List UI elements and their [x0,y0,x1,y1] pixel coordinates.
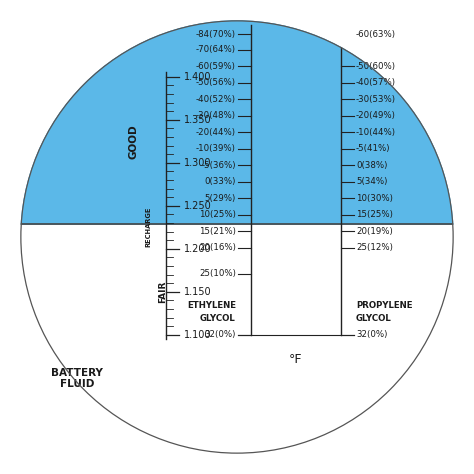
Text: -40(57%): -40(57%) [356,78,396,87]
Text: -60(59%): -60(59%) [196,62,236,71]
Text: 10(30%): 10(30%) [356,193,393,202]
Text: 1.100: 1.100 [184,330,211,340]
Text: RECHARGE: RECHARGE [146,207,152,247]
Text: -40(52%): -40(52%) [196,95,236,104]
Polygon shape [21,20,453,224]
Text: 5(29%): 5(29%) [205,193,236,202]
Text: -30(53%): -30(53%) [356,95,396,104]
Text: -10(39%): -10(39%) [196,144,236,153]
Text: 5(34%): 5(34%) [356,177,387,186]
Text: -5(36%): -5(36%) [201,161,236,170]
Text: 15(25%): 15(25%) [356,210,393,219]
Text: 1.400: 1.400 [184,72,211,82]
Text: -50(60%): -50(60%) [356,62,396,71]
Text: 1.250: 1.250 [184,201,212,211]
Text: BATTERY
FLUID: BATTERY FLUID [51,367,103,389]
Text: 25(12%): 25(12%) [356,243,393,252]
Text: -50(56%): -50(56%) [196,78,236,87]
Text: -84(70%): -84(70%) [196,30,236,39]
Text: 20(16%): 20(16%) [199,243,236,252]
Text: 1.350: 1.350 [184,115,211,125]
Text: ETHYLENE: ETHYLENE [187,301,236,310]
Text: 1.200: 1.200 [184,244,211,254]
Text: -30(48%): -30(48%) [196,111,236,120]
Text: -5(41%): -5(41%) [356,144,391,153]
Text: -70(64%): -70(64%) [196,45,236,54]
Text: FAIR: FAIR [158,281,167,303]
Text: -60(63%): -60(63%) [356,30,396,39]
Text: 0(38%): 0(38%) [356,161,387,170]
Text: 10(25%): 10(25%) [199,210,236,219]
Text: -20(49%): -20(49%) [356,111,396,120]
Text: 32(0%): 32(0%) [356,330,387,339]
Text: GLYCOL: GLYCOL [200,314,236,323]
Text: 1.150: 1.150 [184,287,211,297]
Text: 20(19%): 20(19%) [356,227,393,236]
Circle shape [20,20,454,454]
Text: PROPYLENE: PROPYLENE [356,301,412,310]
Text: 1.300: 1.300 [184,158,211,168]
Text: GOOD: GOOD [128,124,138,159]
Text: 0(33%): 0(33%) [204,177,236,186]
Text: °F: °F [289,353,303,366]
Text: 15(21%): 15(21%) [199,227,236,236]
Text: -20(44%): -20(44%) [196,128,236,137]
Text: 32(0%): 32(0%) [204,330,236,339]
Text: GLYCOL: GLYCOL [356,314,392,323]
Text: -10(44%): -10(44%) [356,128,396,137]
Text: 25(10%): 25(10%) [199,269,236,278]
